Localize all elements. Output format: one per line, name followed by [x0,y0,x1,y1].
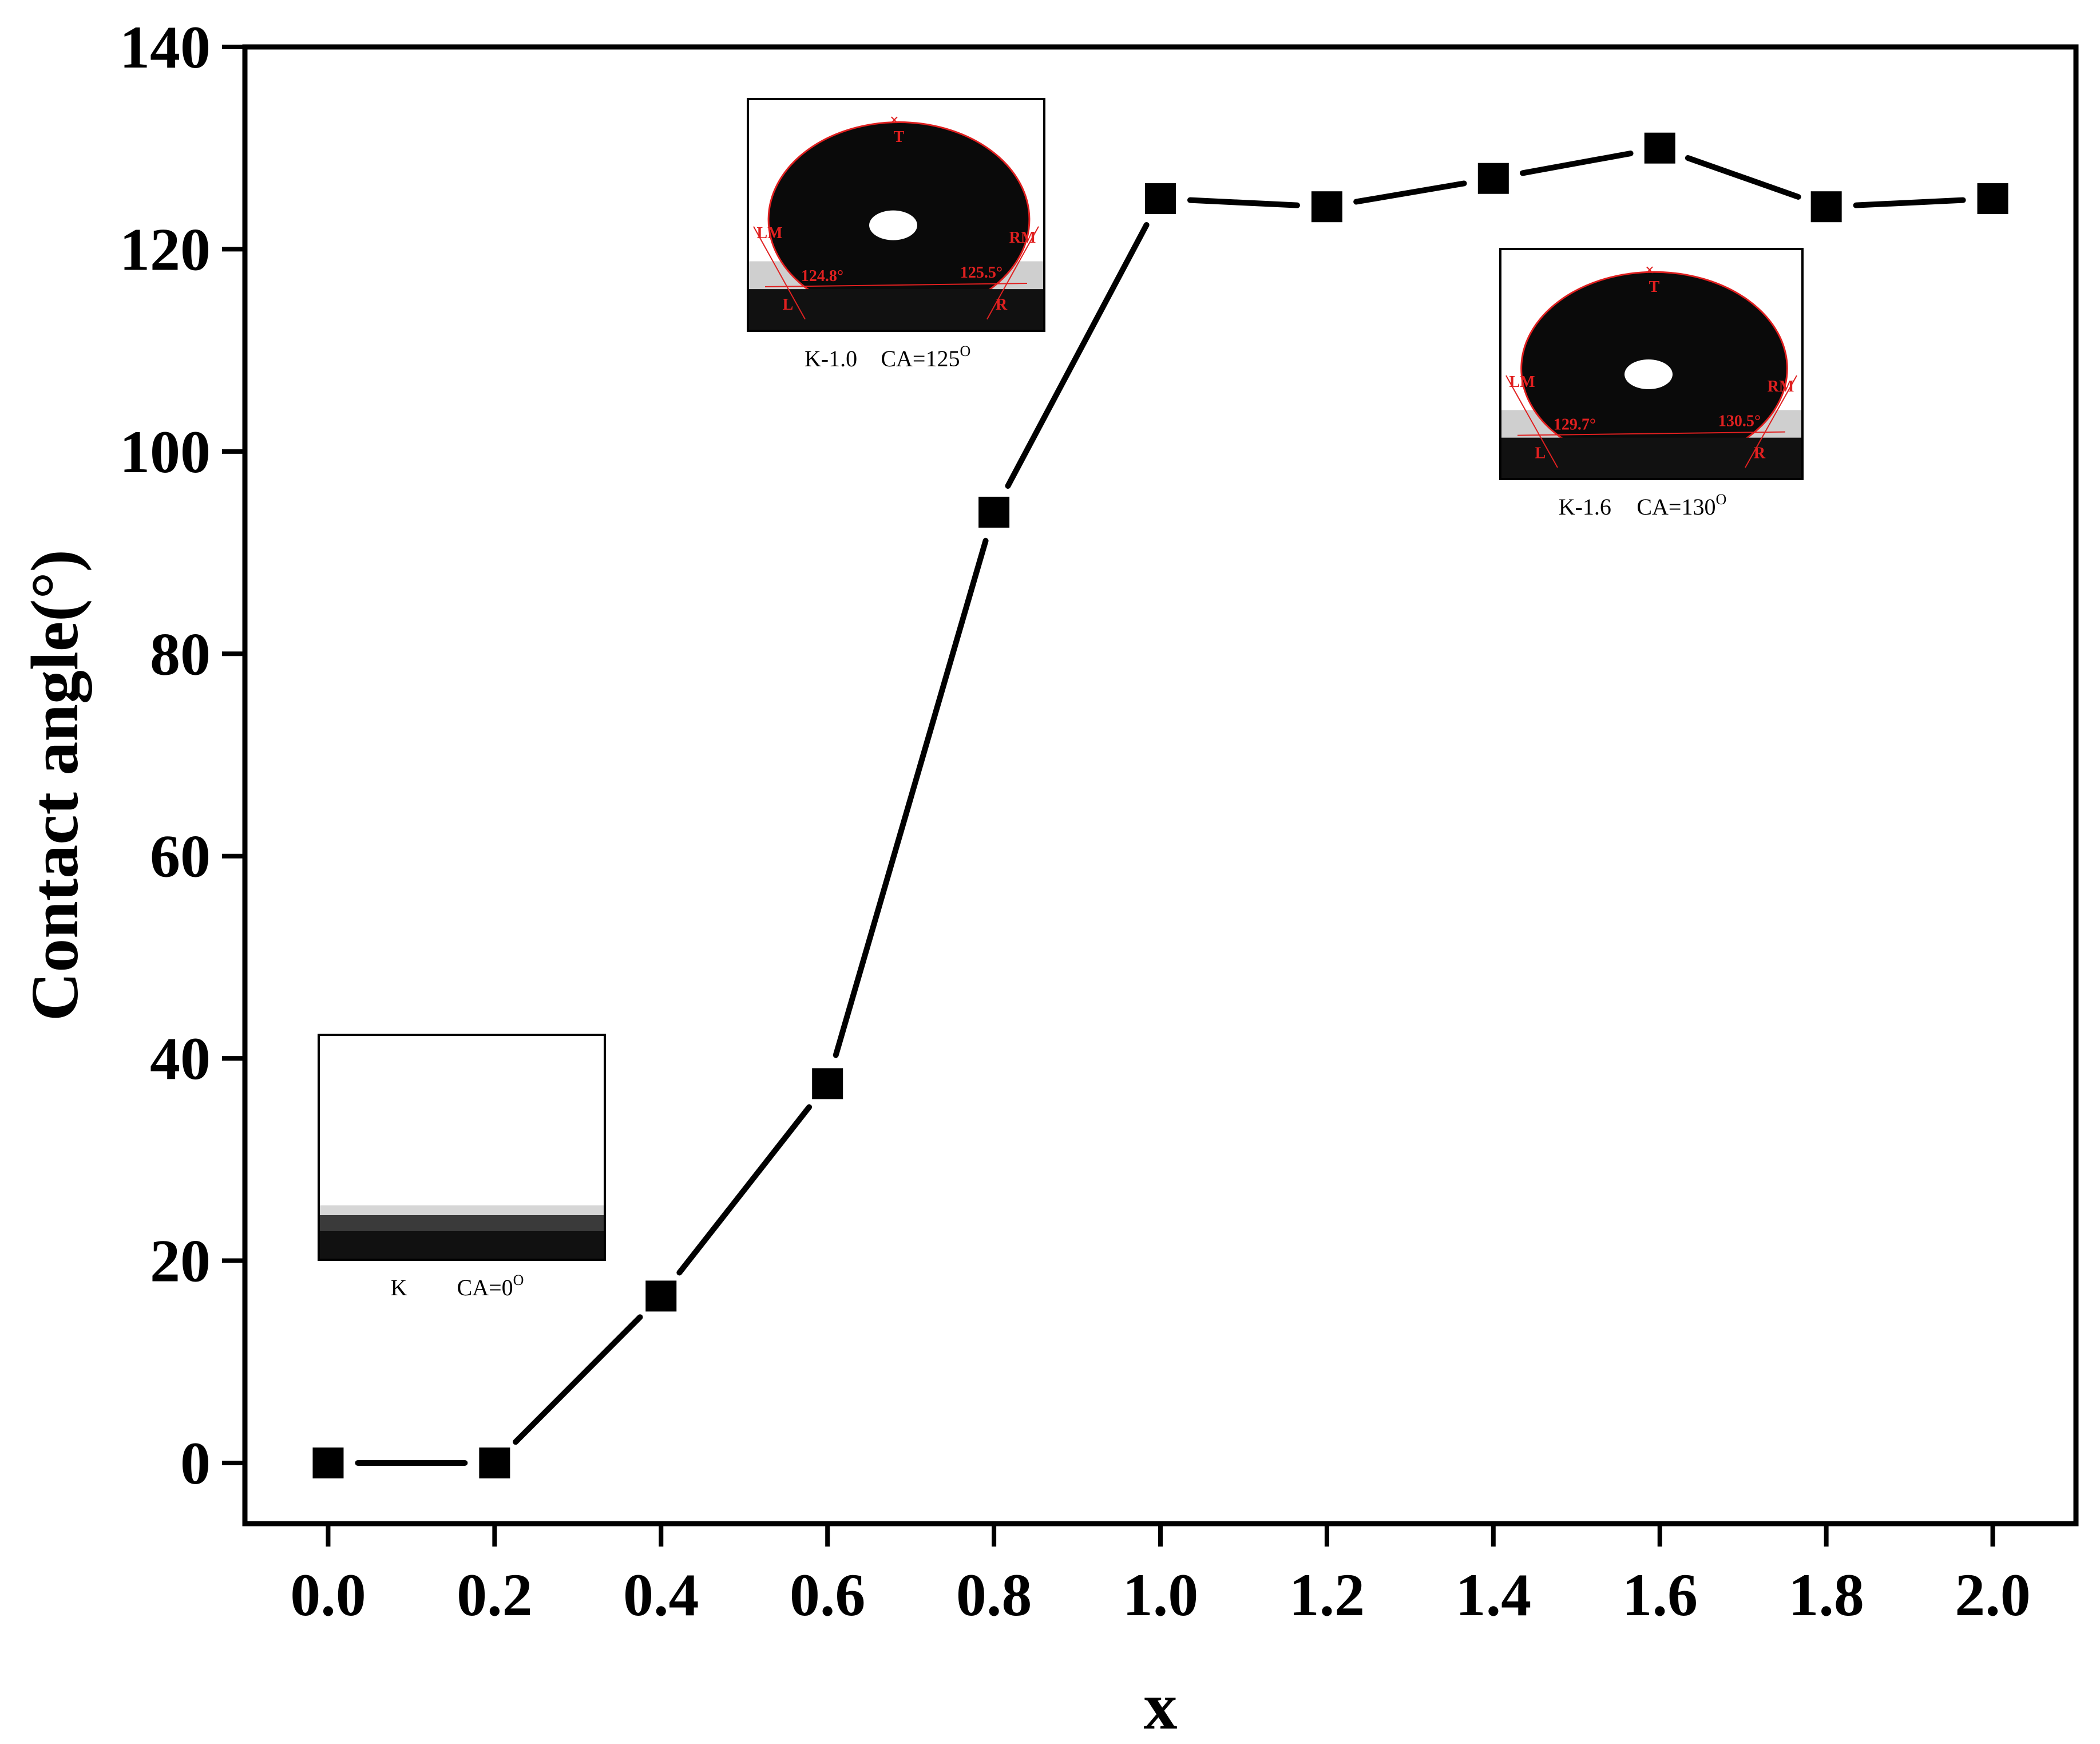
inset-caption-degree: O [513,1272,524,1288]
data-point [645,1280,677,1312]
x-tick-label: 1.4 [1456,1561,1532,1628]
series-segment [833,537,989,1058]
inset-label-l: L [1535,445,1546,462]
data-point [978,496,1010,528]
y-tick-label: 120 [120,216,211,283]
data-point [479,1447,510,1478]
tangent-right [1745,375,1797,468]
y-tick-label: 140 [120,14,211,81]
series-segment [513,1314,643,1445]
y-axis-title: Contact angle(°) [17,549,92,1021]
baseline [1517,431,1786,436]
x-tick-label: 1.6 [1622,1561,1698,1628]
inset-label-rm: RM [1009,229,1036,247]
substrate-edge [320,1215,604,1232]
y-tick-label: 100 [120,418,211,485]
inset-caption-sample: K [391,1275,407,1300]
inset-caption-angle: CA=125O [881,343,970,371]
inset-label-l: L [783,296,794,314]
y-tick-label: 80 [150,620,211,687]
inset-label-r: R [996,296,1008,314]
inset-caption-degree: O [1715,491,1726,508]
series-segment [1353,180,1467,205]
data-point [1977,183,2008,215]
tangent-left [753,226,806,320]
series-segment [1519,151,1634,176]
data-point [1145,183,1176,215]
y-tick-label: 20 [150,1228,211,1295]
x-tick-label: 0.0 [290,1561,366,1628]
x-tick-label: 0.2 [457,1561,533,1628]
y-tick-label: 0 [180,1430,211,1497]
series-segment [1685,155,1801,200]
x-tick-label: 0.4 [623,1561,699,1628]
top-cross-icon: × [1645,262,1654,279]
inset-caption-sample: K-1.6 [1559,494,1611,520]
series-segment [1853,197,1966,208]
data-point [812,1068,843,1100]
inset-label-t: T [1649,278,1660,296]
x-tick-label: 0.8 [956,1561,1032,1628]
inset-angle-right: 130.5° [1718,413,1761,430]
baseline [764,283,1028,288]
substrate [320,1231,604,1259]
series-segment [1187,197,1300,208]
substrate-haze [320,1205,604,1217]
highlight [1624,359,1673,390]
series-segment [1005,222,1150,489]
inset-label-r: R [1754,445,1766,462]
inset-caption-sample: K-1.0 [805,346,857,371]
inset-2: T LM RM 124.8° 125.5° L R × K-1.0 CA=125O [747,98,1045,371]
x-tick-label: 2.0 [1955,1561,2031,1628]
top-cross-icon: × [890,112,899,129]
x-tick-label: 1.0 [1123,1561,1199,1628]
data-point [1644,132,1675,164]
x-axis-title: x [1144,1668,1178,1743]
data-point [1477,163,1509,194]
tangent-left [1505,375,1558,468]
inset-angle-left: 129.7° [1554,416,1596,434]
inset-label-t: T [894,128,905,146]
data-point [1311,191,1342,223]
y-tick-label: 40 [150,1025,211,1092]
x-tick-label: 1.2 [1289,1561,1365,1628]
inset-images: K CA=0O T LM RM 124.8° 125.5° L R × K-1.0 CA=125O T L… [318,98,1804,1300]
series-segment [676,1104,813,1276]
axis-ticks: 0.0 0.2 0.4 0.6 0.8 1.0 1.2 1.4 1.6 1.8 2.0 0 20 40 60… [120,14,2031,1628]
inset-caption-angle: CA=130O [1637,491,1726,520]
data-point [312,1447,344,1478]
inset-angle-right: 125.5° [960,264,1003,282]
x-tick-label: 1.8 [1788,1561,1864,1628]
inset-caption-angle: CA=0O [457,1272,524,1300]
inset-3: T LM RM 129.7° 130.5° L R × K-1.6 CA=130O [1499,248,1804,520]
inset-label-rm: RM [1768,378,1794,396]
tangent-right [986,226,1039,320]
inset-label-lm: LM [756,224,782,242]
y-tick-label: 60 [150,823,211,890]
data-series [312,132,2008,1478]
inset-angle-left: 124.8° [801,267,843,285]
inset-label-lm: LM [1509,373,1535,391]
inset-caption-degree: O [960,343,970,359]
inset-1: K CA=0O [318,1034,606,1300]
data-point [1810,191,1842,223]
x-tick-label: 0.6 [790,1561,866,1628]
highlight [869,210,917,240]
substrate [749,289,1043,330]
